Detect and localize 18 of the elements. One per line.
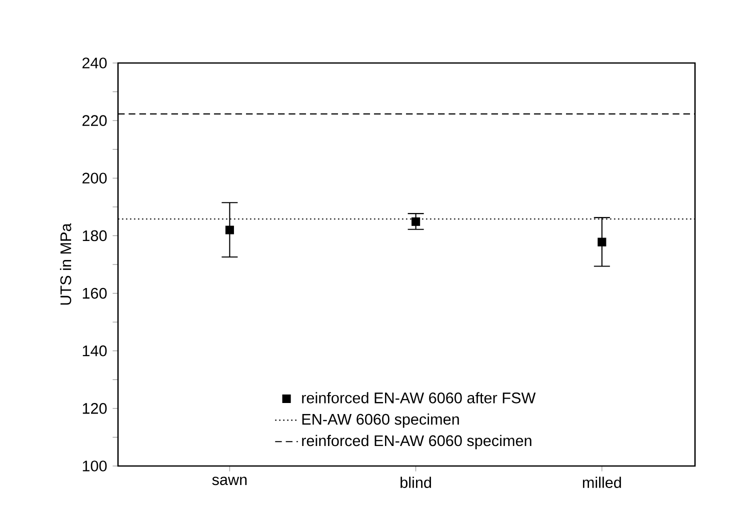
y-tick-label: 200	[82, 172, 107, 184]
y-axis-title: UTS in MPa	[60, 223, 72, 305]
legend-label: reinforced EN-AW 6060 after FSW	[302, 392, 536, 404]
y-tick-label: 180	[82, 230, 107, 242]
point	[598, 238, 606, 246]
y-tick-label: 240	[82, 58, 107, 68]
legend-label: EN-AW 6060 specimen	[302, 413, 459, 428]
y-tick-label: 220	[82, 115, 107, 126]
y-tick-label: 160	[82, 288, 107, 299]
legend-label: reinforced EN-AW 6060 specimen	[302, 434, 532, 450]
point	[225, 226, 234, 234]
y-tick-label: 140	[82, 345, 107, 356]
x-tick-label: milled	[582, 476, 621, 488]
y-tick-label: 100	[82, 460, 107, 472]
point	[412, 217, 420, 226]
x-tick-label: sawn	[212, 476, 247, 486]
x-tick-label: blind	[400, 476, 431, 488]
y-tick-label: 120	[82, 403, 107, 414]
